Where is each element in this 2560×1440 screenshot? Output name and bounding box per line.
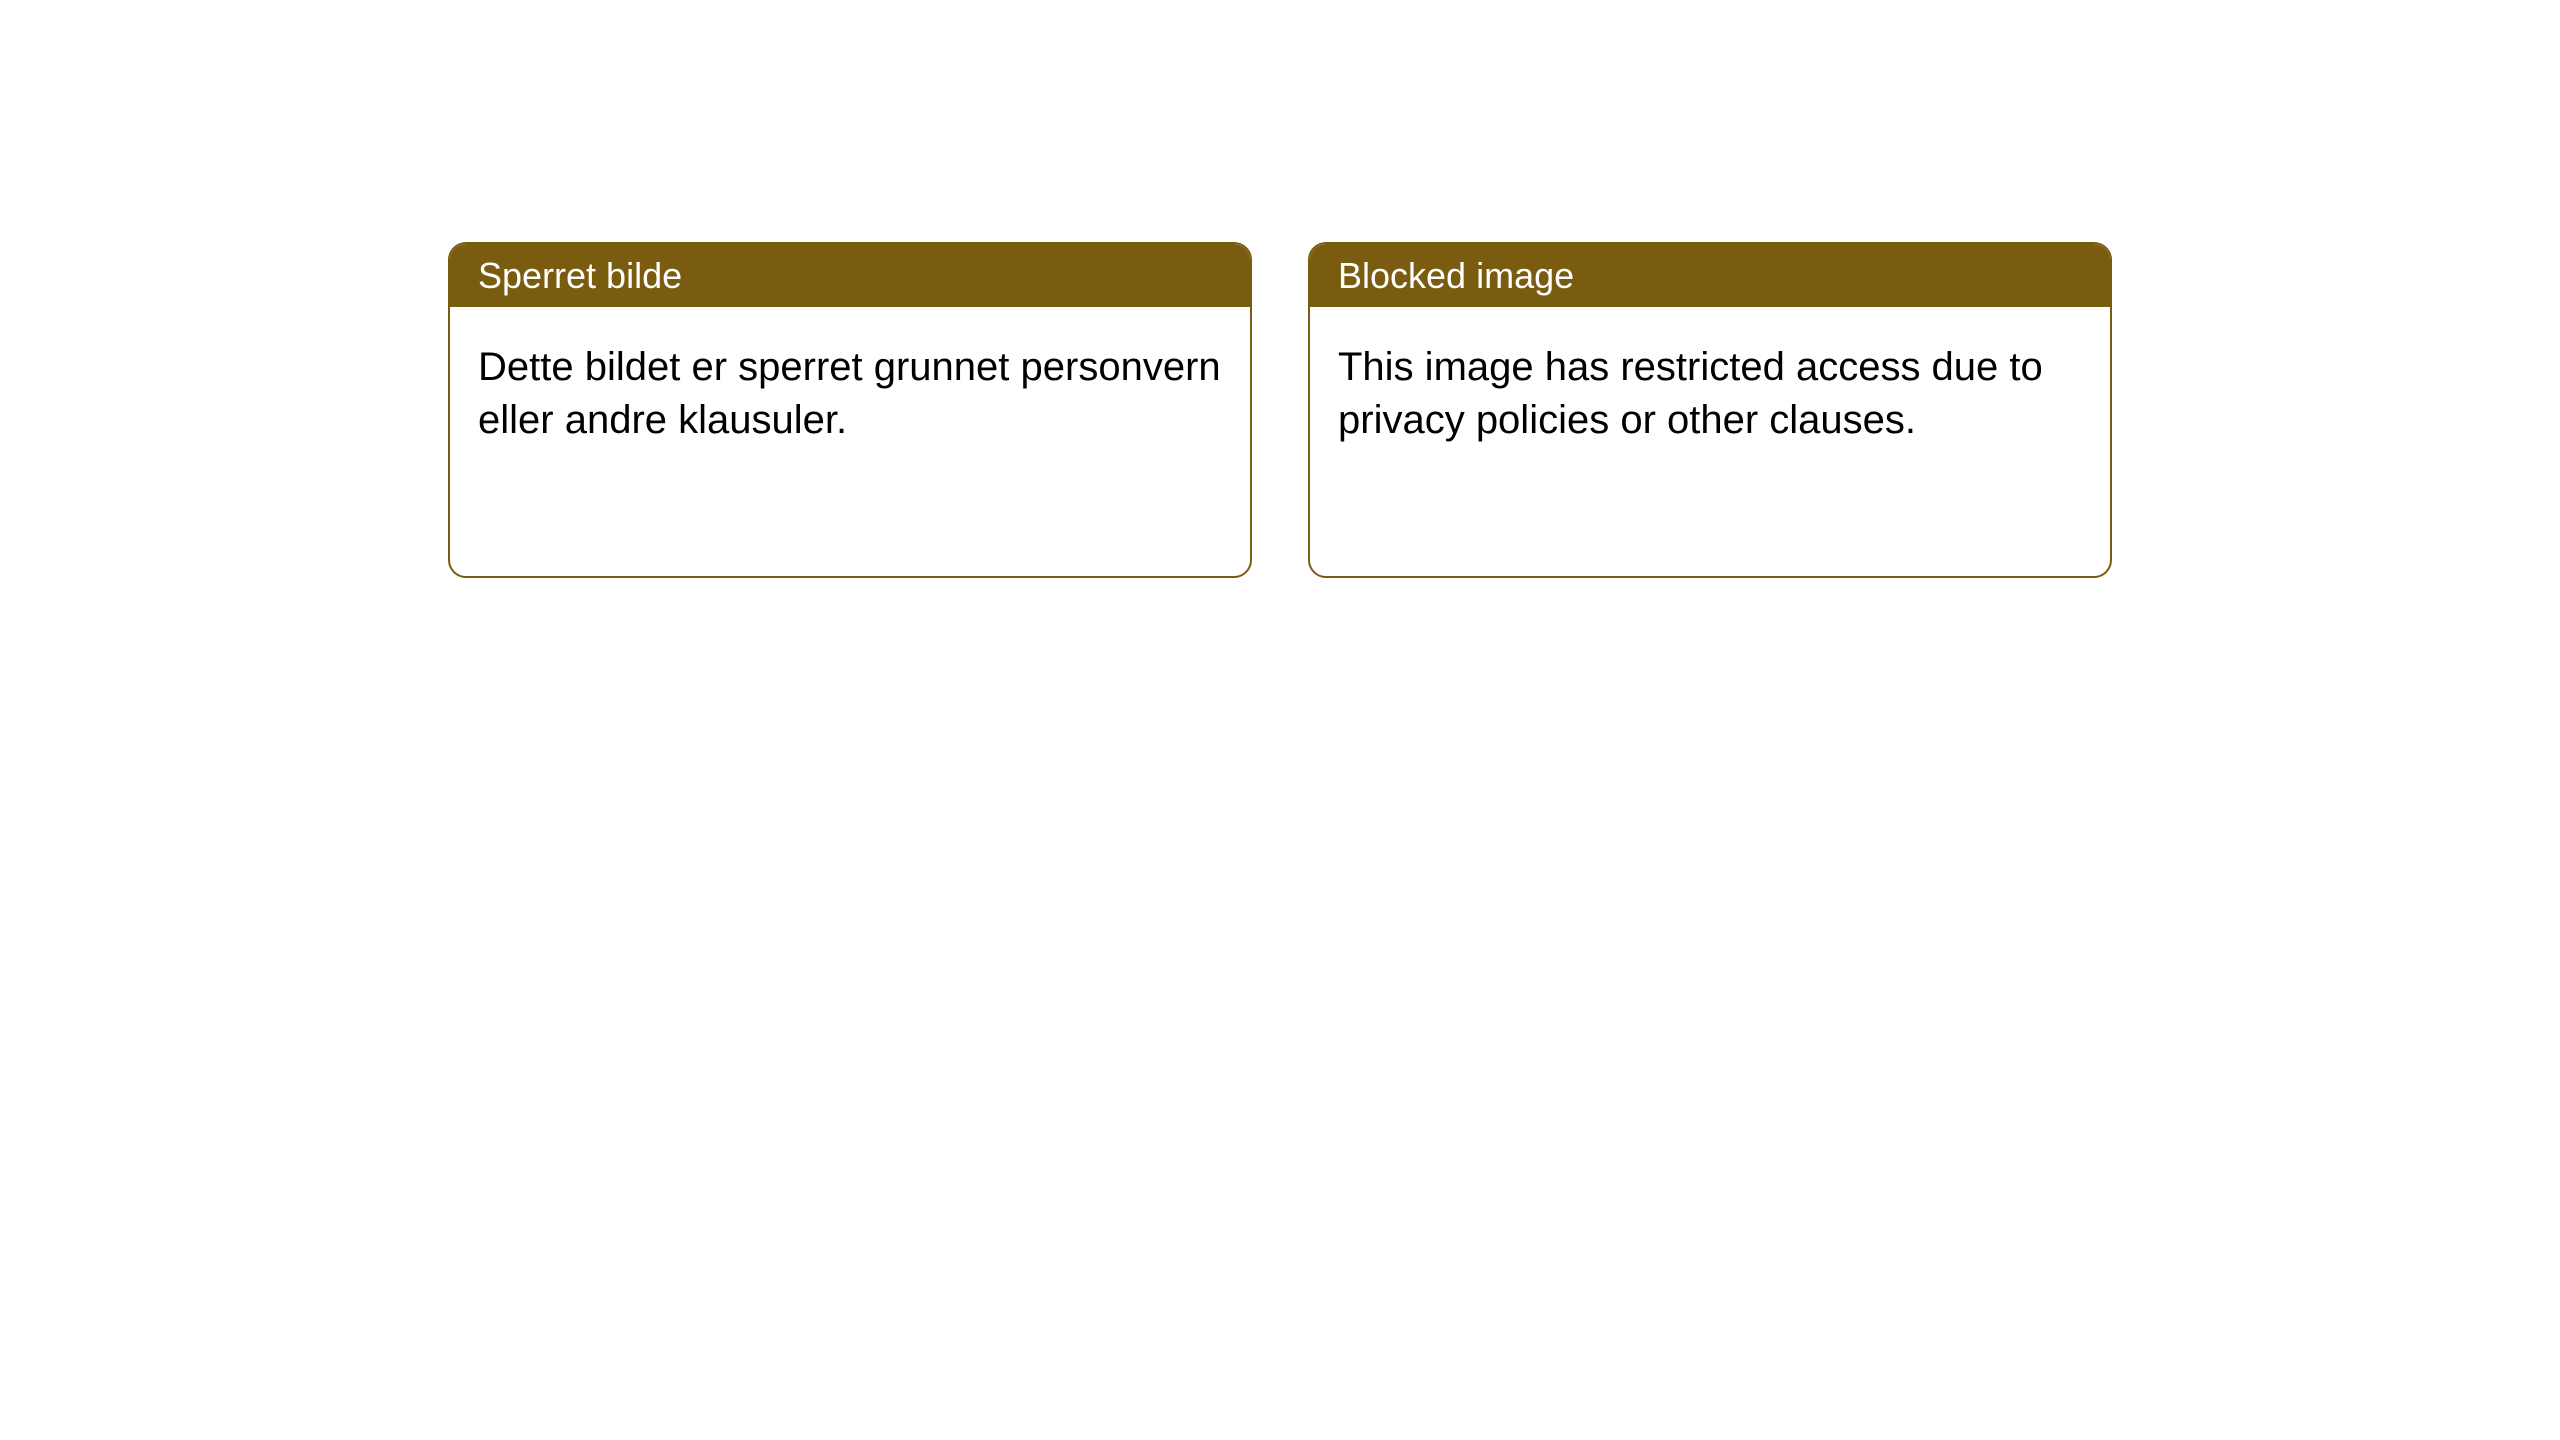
notice-message: Dette bildet er sperret grunnet personve…: [478, 345, 1221, 442]
notice-card-norwegian: Sperret bilde Dette bildet er sperret gr…: [448, 242, 1252, 578]
notice-body: Dette bildet er sperret grunnet personve…: [450, 307, 1250, 481]
notice-title: Sperret bilde: [478, 255, 682, 296]
notice-header: Sperret bilde: [450, 244, 1250, 307]
notice-header: Blocked image: [1310, 244, 2110, 307]
notice-container: Sperret bilde Dette bildet er sperret gr…: [448, 242, 2112, 578]
notice-card-english: Blocked image This image has restricted …: [1308, 242, 2112, 578]
notice-message: This image has restricted access due to …: [1338, 345, 2043, 442]
notice-body: This image has restricted access due to …: [1310, 307, 2110, 481]
notice-title: Blocked image: [1338, 255, 1574, 296]
